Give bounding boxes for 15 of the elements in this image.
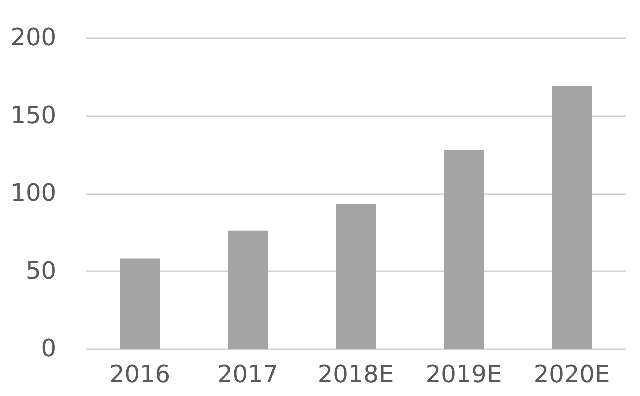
y-tick-label: 200: [10, 24, 56, 52]
x-tick-label: 2020E: [534, 360, 610, 388]
bar: [336, 204, 376, 349]
bar: [120, 258, 160, 349]
bar: [228, 230, 268, 349]
x-tick-label: 2018E: [318, 360, 394, 388]
bar: [552, 86, 592, 349]
y-tick-label: 50: [26, 256, 56, 285]
x-tick-label: 2017: [217, 360, 279, 388]
x-tick-label: 2019E: [426, 360, 502, 388]
y-tick-label: 150: [10, 101, 56, 130]
x-tick-label: 2016: [109, 360, 171, 388]
y-tick-label: 0: [41, 334, 56, 362]
bar: [444, 150, 484, 349]
y-tick-label: 100: [10, 179, 56, 207]
